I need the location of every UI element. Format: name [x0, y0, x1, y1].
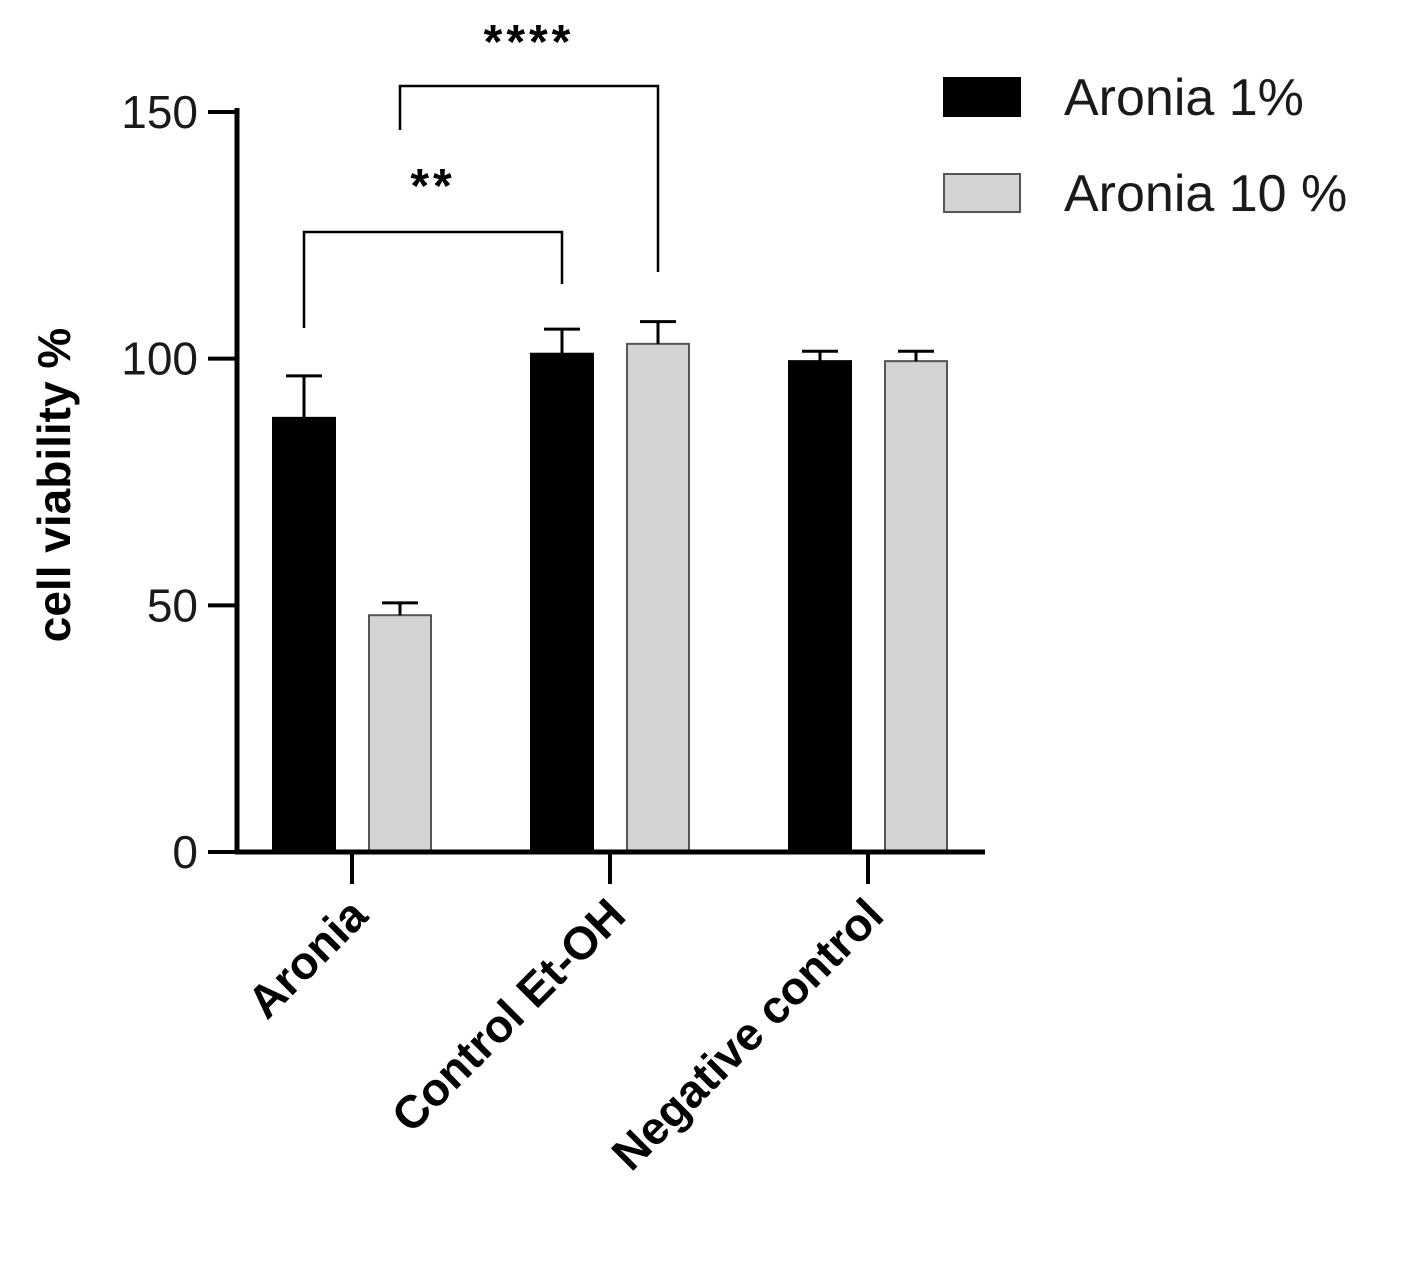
bar-aronia-10-0: [368, 614, 432, 854]
legend-label-0: Aronia 1%: [1064, 69, 1304, 127]
significance-layer: ******: [302, 16, 660, 328]
bar-aronia-1-1: [530, 352, 594, 853]
bar-aronia-10-1: [626, 342, 690, 853]
bar-aronia-1-0: [272, 416, 336, 853]
y-axis-title: cell viability %: [28, 328, 80, 642]
legend-swatch-0: [943, 77, 1021, 117]
y-ticks: 0 50 100 150: [121, 86, 237, 878]
significance-bracket-1: [398, 84, 660, 272]
significance-label-1: ****: [484, 16, 575, 69]
y-tick-label-100: 100: [121, 333, 198, 385]
category-label-0: Aronia: [237, 888, 377, 1028]
bar-aronia-10-2: [884, 360, 948, 853]
y-tick-label-0: 0: [172, 826, 198, 878]
bar-aronia-1-2: [788, 360, 852, 853]
significance-bracket-0: [302, 230, 564, 328]
significance-label-0: **: [410, 160, 455, 213]
category-label-2: Negative control: [601, 888, 893, 1180]
y-tick-label-50: 50: [147, 579, 198, 631]
legend-label-1: Aronia 10 %: [1064, 165, 1347, 223]
legend-swatch-1: [943, 173, 1021, 213]
legend: Aronia 1% Aronia 10 %: [943, 69, 1347, 223]
error-bars-layer: [286, 320, 934, 616]
y-tick-label-150: 150: [121, 86, 198, 138]
bars-layer: [272, 342, 948, 854]
category-label-1: Control Et-OH: [381, 888, 635, 1142]
